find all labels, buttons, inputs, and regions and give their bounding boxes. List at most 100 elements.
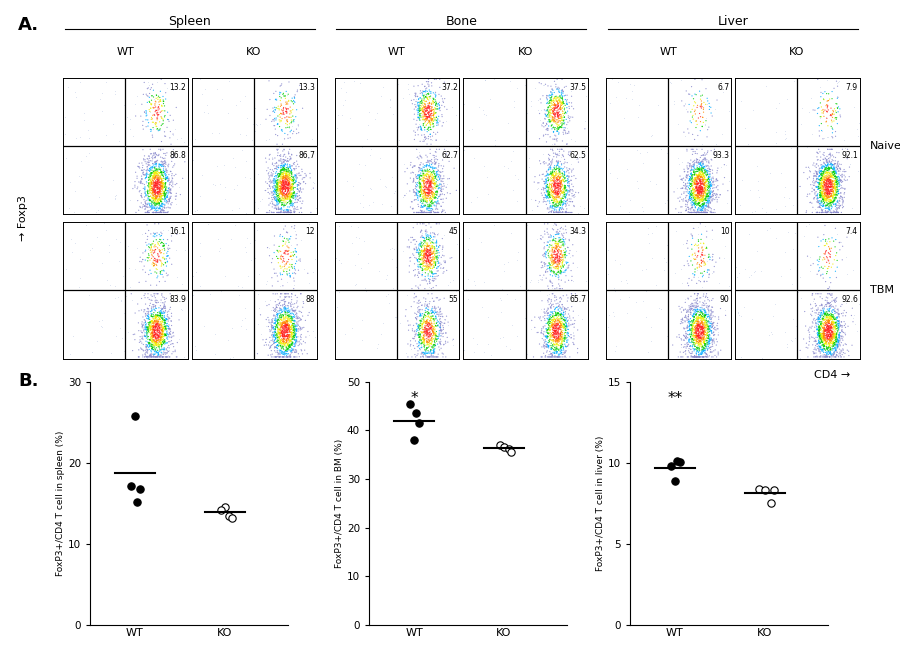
Point <box>261 340 275 350</box>
Point <box>826 328 841 338</box>
Point <box>248 103 262 113</box>
Point <box>151 332 166 343</box>
Point <box>290 180 304 190</box>
Point <box>550 348 564 359</box>
Point <box>155 330 169 340</box>
Point <box>698 351 712 362</box>
Point <box>150 197 165 207</box>
Point <box>419 113 434 124</box>
Point <box>278 194 293 205</box>
Point <box>822 315 836 325</box>
Point <box>142 294 157 305</box>
Point <box>539 118 554 129</box>
Point <box>139 114 153 125</box>
Point <box>278 170 293 181</box>
Point <box>699 335 714 345</box>
Point <box>811 197 825 207</box>
Point <box>419 183 434 193</box>
Point <box>275 241 290 251</box>
Point <box>688 196 703 207</box>
Point <box>424 263 438 274</box>
Point <box>272 328 286 338</box>
Point <box>525 324 539 334</box>
Point <box>153 172 167 183</box>
Point <box>277 348 292 359</box>
Point <box>137 290 151 301</box>
Point <box>497 265 511 276</box>
Point <box>556 174 571 185</box>
Point <box>548 184 562 195</box>
Point <box>143 171 157 182</box>
Point <box>410 270 425 280</box>
Point <box>115 270 130 281</box>
Point <box>152 184 166 195</box>
Point <box>160 83 175 93</box>
Point <box>823 168 837 178</box>
Point <box>546 193 561 204</box>
Point <box>287 330 302 341</box>
Point <box>560 171 574 182</box>
Point <box>748 205 762 216</box>
Point <box>144 343 158 354</box>
Point <box>807 334 822 344</box>
Point <box>148 292 163 303</box>
Point <box>275 346 290 357</box>
Point <box>432 191 446 201</box>
Point <box>280 157 294 167</box>
Point <box>779 93 794 104</box>
Point <box>140 318 154 329</box>
Point <box>274 164 289 175</box>
Point <box>821 338 835 348</box>
Point <box>824 163 839 173</box>
Point <box>167 170 182 181</box>
Point <box>691 164 706 174</box>
Point <box>820 195 834 206</box>
Point <box>700 351 715 362</box>
Point <box>410 91 424 101</box>
Point <box>545 320 560 330</box>
Point <box>418 195 433 205</box>
Point <box>279 305 293 316</box>
Point <box>693 197 707 208</box>
Point <box>549 320 563 330</box>
Point <box>554 336 569 347</box>
Point <box>688 122 703 133</box>
Point <box>562 180 577 191</box>
Point <box>808 178 823 188</box>
Point <box>264 349 278 360</box>
Point <box>683 324 698 334</box>
Point <box>415 175 429 186</box>
Point <box>546 266 561 277</box>
Point <box>689 319 704 330</box>
Point <box>727 259 742 270</box>
Point <box>150 288 165 299</box>
Point <box>109 330 123 341</box>
Point <box>689 207 704 218</box>
Point <box>125 345 140 356</box>
Point <box>428 89 442 99</box>
Point <box>138 292 152 303</box>
Point <box>817 254 832 265</box>
Point <box>688 351 702 362</box>
Point <box>411 107 426 118</box>
Point <box>539 249 554 259</box>
Point <box>413 121 428 132</box>
Point <box>411 104 426 114</box>
Point <box>406 168 420 178</box>
Point <box>287 197 302 208</box>
Point <box>418 192 433 203</box>
Point <box>544 172 558 183</box>
Point <box>823 322 837 333</box>
Point <box>820 288 834 299</box>
Point <box>540 313 554 324</box>
Point <box>269 307 284 318</box>
Point <box>546 115 561 126</box>
Point <box>419 253 434 264</box>
Point <box>832 181 846 191</box>
Point <box>539 174 554 184</box>
Point <box>141 157 156 168</box>
Point <box>638 263 652 274</box>
Point <box>778 134 792 144</box>
Point <box>268 105 283 115</box>
Point <box>544 168 558 178</box>
